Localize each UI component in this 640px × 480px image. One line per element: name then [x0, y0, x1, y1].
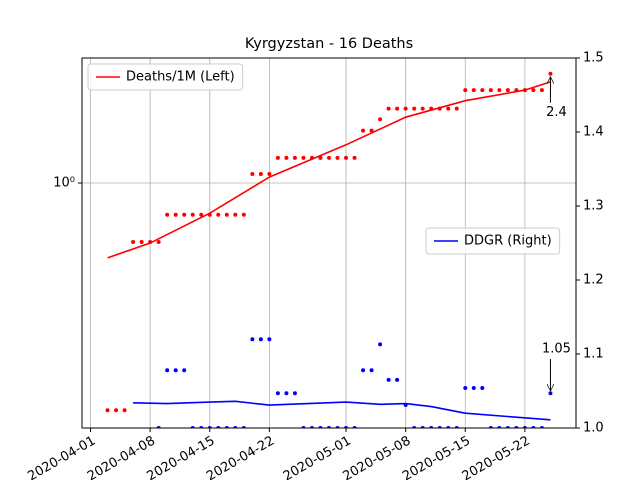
y2-tick-label: 1.1	[583, 347, 604, 362]
data-point	[318, 155, 323, 160]
data-point	[463, 386, 468, 391]
data-point	[420, 106, 425, 111]
y2-tick-label: 1.3	[583, 199, 604, 214]
data-point	[190, 212, 195, 217]
data-point	[539, 88, 544, 93]
data-point	[131, 240, 136, 245]
data-point	[369, 128, 374, 133]
data-point	[412, 106, 417, 111]
data-line	[107, 81, 551, 259]
data-point	[258, 172, 263, 177]
data-point	[182, 368, 187, 373]
data-point	[199, 212, 204, 217]
data-point	[216, 212, 221, 217]
data-point	[480, 88, 485, 93]
data-point	[241, 212, 246, 217]
legend-label: Deaths/1M (Left)	[126, 70, 235, 85]
data-point	[403, 106, 408, 111]
data-point	[182, 212, 187, 217]
data-point	[446, 106, 451, 111]
data-point	[463, 88, 468, 93]
data-point	[165, 368, 170, 373]
data-point	[548, 391, 553, 396]
data-point	[429, 106, 434, 111]
data-point	[378, 342, 383, 347]
data-point	[148, 240, 153, 245]
data-point	[301, 155, 306, 160]
data-point	[395, 106, 400, 111]
data-point	[497, 88, 502, 93]
data-point	[514, 88, 519, 93]
data-point	[224, 212, 229, 217]
data-point	[275, 155, 280, 160]
data-point	[284, 391, 289, 396]
data-point	[505, 88, 510, 93]
data-point	[207, 212, 212, 217]
data-point	[522, 88, 527, 93]
data-point	[352, 155, 357, 160]
data-point	[471, 88, 476, 93]
data-point	[335, 155, 340, 160]
data-point	[344, 155, 349, 160]
y2-tick-label: 1.2	[583, 273, 604, 288]
data-point	[258, 337, 263, 342]
data-point	[267, 337, 272, 342]
data-point	[309, 155, 314, 160]
data-point	[548, 71, 553, 76]
x-tick-label: 2020-04-22	[204, 434, 277, 480]
data-point	[139, 240, 144, 245]
annotation: 2.4	[546, 105, 567, 120]
data-point	[165, 212, 170, 217]
legend-box	[87, 63, 244, 91]
data-point	[454, 106, 459, 111]
data-point	[361, 368, 366, 373]
y2-tick-label: 1.0	[583, 421, 604, 436]
y2-tick-label: 1.5	[583, 51, 604, 66]
y-tick-label: 10⁰	[53, 176, 75, 191]
data-point	[173, 212, 178, 217]
data-point	[233, 212, 238, 217]
plot-frame	[81, 57, 577, 429]
data-point	[114, 408, 119, 413]
data-point	[267, 172, 272, 177]
data-point	[488, 88, 493, 93]
data-point	[386, 377, 391, 382]
y2-tick-label: 1.4	[583, 125, 604, 140]
data-point	[275, 391, 280, 396]
data-point	[173, 368, 178, 373]
data-point	[386, 106, 391, 111]
data-point	[395, 377, 400, 382]
data-point	[156, 240, 161, 245]
data-point	[122, 408, 127, 413]
data-point	[471, 386, 476, 391]
data-point	[250, 337, 255, 342]
data-point	[437, 106, 442, 111]
data-point	[369, 368, 374, 373]
chart-title: Kyrgyzstan - 16 Deaths	[245, 36, 413, 52]
data-point	[292, 155, 297, 160]
data-point	[284, 155, 289, 160]
data-point	[480, 386, 485, 391]
data-point	[531, 88, 536, 93]
data-point	[403, 403, 408, 408]
data-point	[327, 155, 331, 160]
data-point	[292, 391, 297, 396]
legend-box	[425, 227, 561, 255]
data-point	[361, 128, 366, 133]
data-line	[133, 400, 551, 421]
data-point	[105, 408, 110, 413]
annotation: 1.05	[542, 342, 571, 357]
legend-label: DDGR (Right)	[464, 234, 552, 249]
x-tick-label: 2020-05-22	[460, 434, 533, 480]
data-point	[250, 172, 255, 177]
data-point	[378, 117, 383, 122]
